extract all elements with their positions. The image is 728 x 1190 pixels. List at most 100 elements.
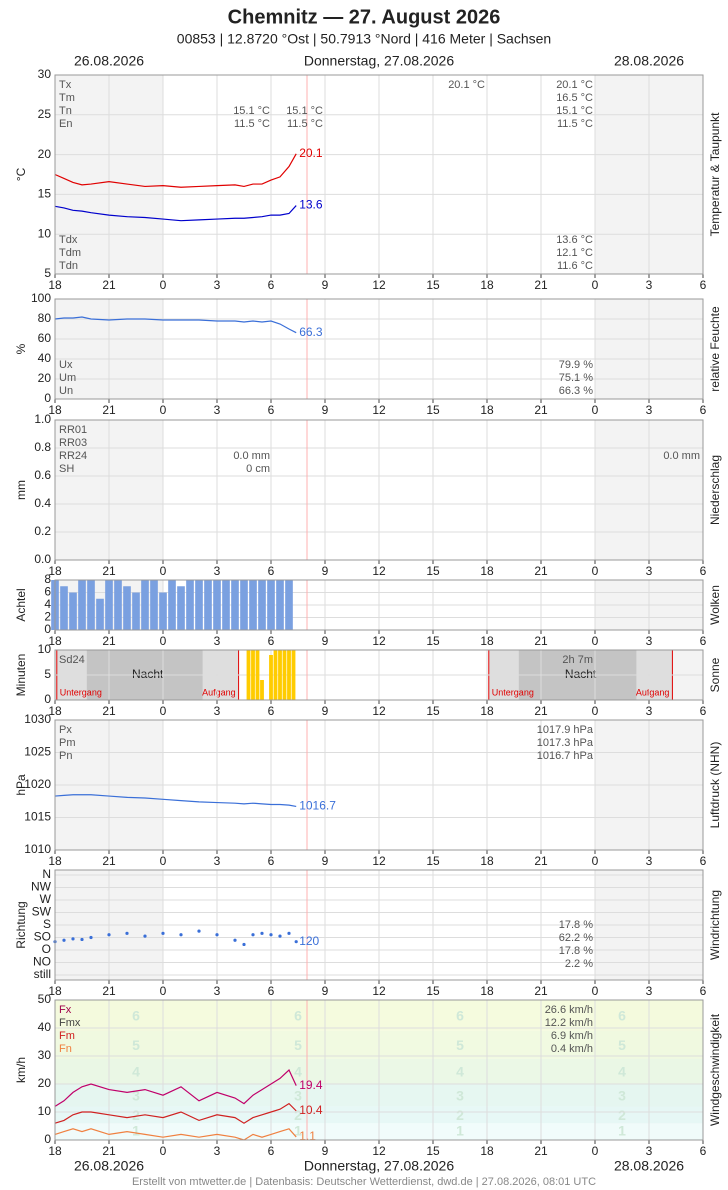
- panel-title: relative Feuchte: [708, 306, 722, 392]
- series-line: [54, 205, 297, 222]
- bar: [249, 580, 257, 630]
- y-tick-label: 60: [38, 331, 52, 345]
- point: [62, 938, 66, 942]
- bar: [204, 580, 212, 630]
- y-tick-label: 5: [44, 667, 51, 681]
- x-tick-label: 0: [160, 634, 167, 648]
- stat-value: 20.1 °C: [556, 79, 593, 91]
- x-tick-label: 3: [646, 984, 653, 998]
- bar: [195, 580, 203, 630]
- stat-name: Un: [59, 385, 73, 397]
- series-line: [54, 1128, 297, 1141]
- bar: [287, 650, 291, 700]
- stat-name: Tn: [59, 105, 72, 117]
- stat-name: Pn: [59, 750, 72, 762]
- beaufort-label: 5: [618, 1037, 626, 1053]
- x-tick-label: 12: [372, 984, 386, 998]
- beaufort-label: 1: [294, 1122, 302, 1138]
- bar: [60, 586, 68, 630]
- bar: [278, 650, 282, 700]
- footer: Erstellt von mtwetter.de | Datenbasis: D…: [132, 1176, 596, 1188]
- x-tick-label: 6: [268, 984, 275, 998]
- stat-value: 79.9 %: [559, 359, 593, 371]
- bar: [273, 650, 278, 700]
- y-tick-label: 80: [38, 311, 52, 325]
- bar: [260, 680, 264, 700]
- y-tick-label: 0: [44, 622, 51, 636]
- y-tick-label: 10: [38, 1104, 52, 1118]
- bar: [132, 592, 140, 630]
- title: Chemnitz — 27. August 2026: [228, 6, 501, 28]
- stat-value: 12.1 °C: [556, 247, 593, 259]
- x-tick-label: 18: [480, 403, 494, 417]
- y-tick-label: 1015: [24, 810, 51, 824]
- y-axis-label: Achtel: [14, 588, 28, 621]
- series-line: [54, 794, 297, 808]
- stat-value: 62.2 %: [559, 932, 593, 944]
- plot-frame: [54, 719, 704, 851]
- end-label: 120: [299, 934, 319, 948]
- x-tick-label: 3: [214, 403, 221, 417]
- bar: [285, 580, 293, 630]
- y-tick-label: 10: [38, 642, 52, 656]
- bar: [168, 580, 176, 630]
- y-tick-label: W: [40, 892, 52, 906]
- x-tick-label: 21: [534, 278, 548, 292]
- y-tick-label: NO: [33, 955, 51, 969]
- bar: [186, 580, 194, 630]
- bar: [114, 580, 122, 630]
- beaufort-label: 5: [456, 1037, 464, 1053]
- x-tick-label: 21: [534, 1144, 548, 1158]
- x-tick-label: 21: [534, 403, 548, 417]
- x-tick-label: 18: [480, 278, 494, 292]
- y-tick-label: 1030: [24, 712, 51, 726]
- point: [161, 931, 165, 935]
- end-label: 20.1: [299, 146, 323, 160]
- beaufort-label: 3: [456, 1087, 464, 1103]
- x-tick-label: 21: [534, 704, 548, 718]
- bar: [78, 580, 86, 630]
- y-tick-label: NW: [31, 880, 52, 894]
- panel-title: Luftdruck (NHN): [708, 742, 722, 829]
- y-tick-label: 5: [44, 266, 51, 280]
- sunrise-label: Aufgang: [202, 687, 236, 697]
- x-tick-label: 12: [372, 278, 386, 292]
- y-tick-label: SO: [34, 930, 51, 944]
- y-tick-label: S: [43, 917, 51, 931]
- x-tick-label: 6: [268, 854, 275, 868]
- x-tick-label: 12: [372, 704, 386, 718]
- x-tick-label: 18: [48, 278, 62, 292]
- series-line: [54, 1068, 297, 1107]
- beaufort-label: 2: [294, 1107, 302, 1123]
- x-tick-label: 3: [214, 278, 221, 292]
- bar: [213, 580, 221, 630]
- y-tick-label: 0.2: [34, 524, 51, 538]
- x-tick-label: 18: [48, 854, 62, 868]
- point: [260, 931, 264, 935]
- x-tick-label: 0: [160, 564, 167, 578]
- y-tick-label: 10: [38, 226, 52, 240]
- x-tick-label: 15: [426, 403, 440, 417]
- x-tick-label: 0: [160, 278, 167, 292]
- stat-name: RR24: [59, 450, 87, 462]
- x-tick-label: 3: [214, 564, 221, 578]
- x-tick-label: 21: [102, 704, 116, 718]
- y-tick-label: 20: [38, 371, 52, 385]
- x-tick-label: 9: [322, 634, 329, 648]
- y-tick-label: 1010: [24, 842, 51, 856]
- end-label: 13.6: [299, 198, 323, 212]
- y-tick-label: 6: [44, 585, 51, 599]
- x-tick-label: 0: [592, 634, 599, 648]
- beaufort-label: 4: [456, 1064, 464, 1080]
- x-tick-label: 3: [214, 854, 221, 868]
- y-tick-label: 4: [44, 597, 51, 611]
- x-tick-label: 9: [322, 704, 329, 718]
- y-axis-label: hPa: [14, 774, 28, 796]
- x-tick-label: 21: [102, 854, 116, 868]
- x-tick-label: 12: [372, 564, 386, 578]
- night-label: Nacht: [132, 667, 164, 681]
- x-tick-label: 6: [700, 564, 707, 578]
- x-tick-label: 9: [322, 278, 329, 292]
